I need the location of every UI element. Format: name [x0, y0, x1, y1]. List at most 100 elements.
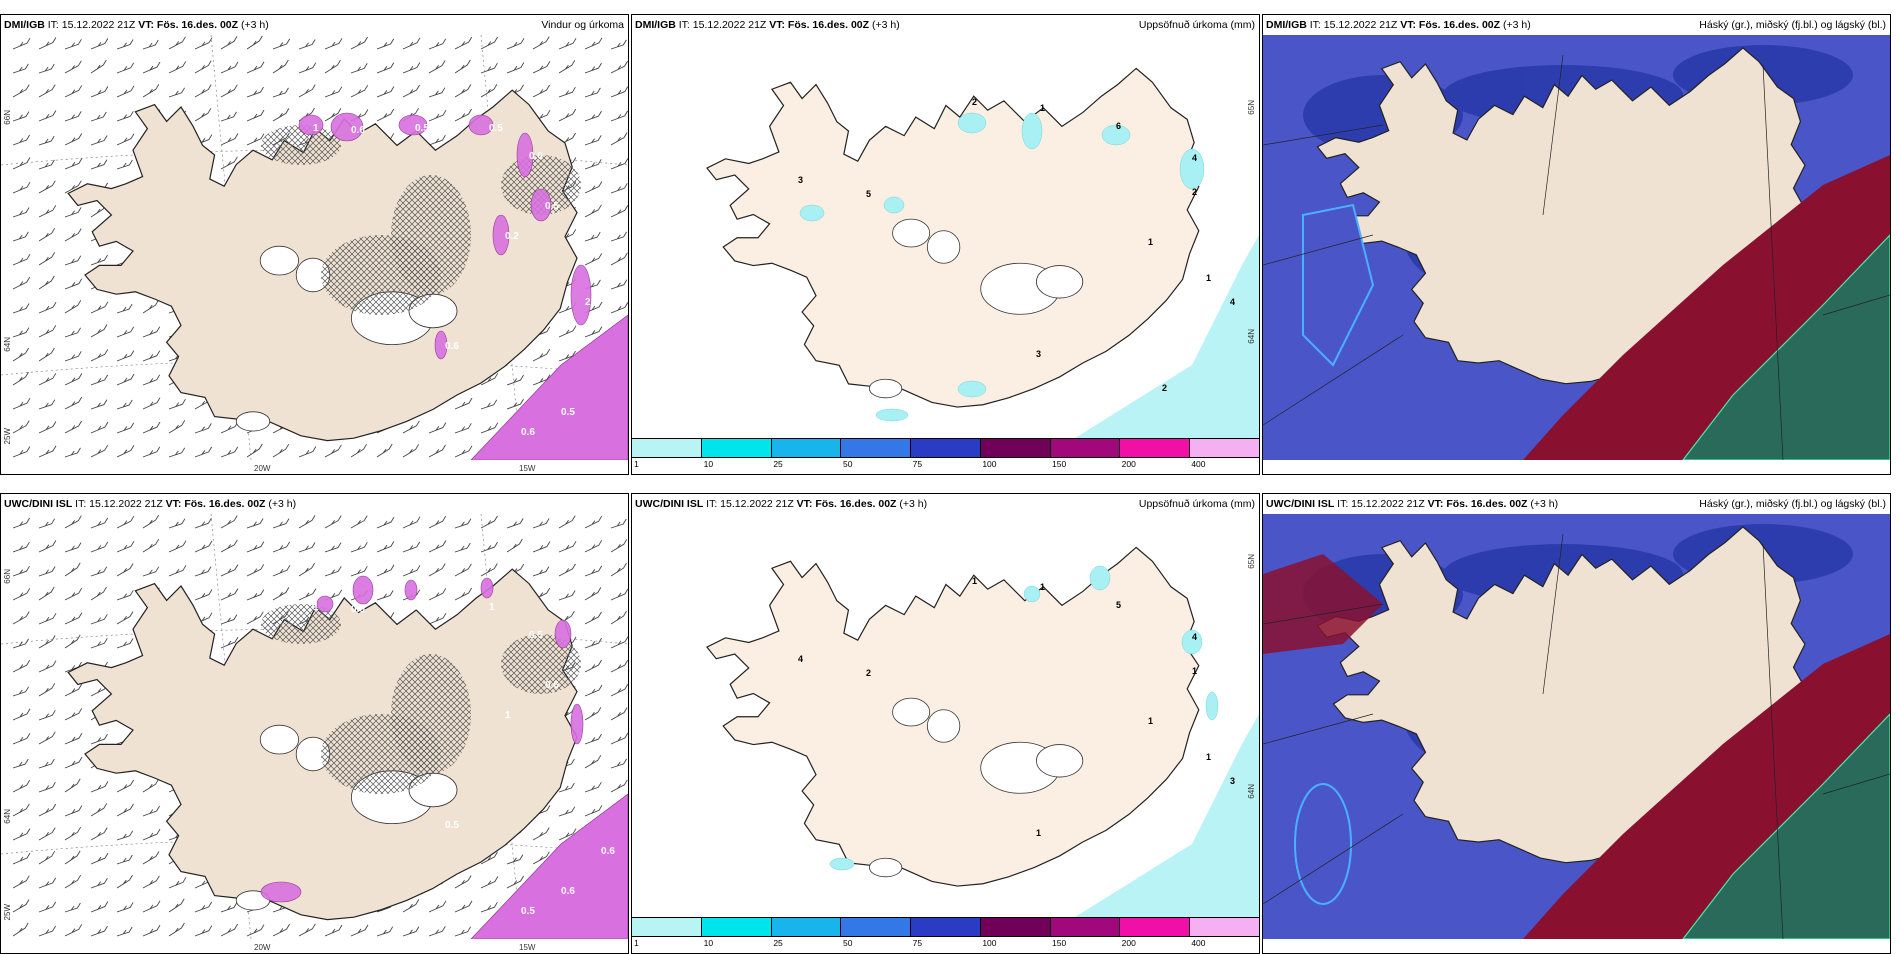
wind-barb	[116, 303, 133, 314]
wind-barb	[220, 446, 239, 458]
wind-barb	[610, 110, 628, 122]
wind-barb	[584, 539, 603, 553]
wind-barb	[12, 37, 31, 50]
precip-value-label: 1	[505, 710, 511, 721]
coordinate-lines	[1263, 54, 1890, 460]
wind-barb	[90, 421, 109, 434]
precip-value-label: 0.5	[415, 123, 429, 134]
wind-barb	[64, 228, 82, 242]
wind-barb	[558, 806, 576, 817]
legend-swatch	[1120, 439, 1191, 457]
wind-barb	[558, 515, 576, 529]
legend-color-bar	[632, 438, 1259, 458]
wind-barb	[376, 108, 395, 122]
wind-barb	[506, 374, 524, 386]
wind-barb	[64, 612, 83, 625]
wind-barb	[168, 877, 187, 889]
wind-barb	[376, 926, 394, 937]
legend-ticks: 1 10 25 50 75 100 150 200 400	[632, 459, 1259, 471]
precip-value-label: 1	[313, 602, 319, 613]
wind-precip-map: 1 0.6 0.5 0.5 0.6 0.5 0.2 0.6 2 0.6 0.5	[1, 35, 628, 460]
wind-barb	[64, 447, 81, 458]
grid-line	[1263, 813, 1404, 905]
wind-barb	[168, 420, 186, 434]
wind-barb	[116, 540, 135, 553]
wind-barb	[168, 922, 185, 937]
wind-barb	[246, 61, 265, 74]
init-time: IT: 15.12.2022 21Z	[706, 498, 794, 510]
wind-barb	[12, 446, 31, 458]
wind-barb	[454, 900, 473, 913]
lat-label: 64N	[1247, 784, 1256, 799]
precip-value-label: 1	[1148, 237, 1153, 247]
legend-tick-label: 1	[634, 459, 639, 469]
wind-barb	[116, 515, 135, 529]
lon-label: 15W	[519, 464, 536, 473]
wind-barb	[506, 538, 523, 553]
precip-value-label: 2	[1192, 187, 1197, 197]
wind-barb	[90, 59, 107, 74]
wind-barb	[220, 923, 238, 937]
wind-barb	[428, 109, 447, 122]
cloud-cover-map	[1263, 35, 1890, 460]
wind-barb	[584, 637, 602, 649]
precip-areas	[829, 565, 1219, 871]
wind-barb	[220, 61, 239, 74]
hatch-area	[501, 634, 581, 694]
cloud-area	[1294, 783, 1352, 905]
wind-barb	[38, 37, 57, 50]
wind-barb	[142, 326, 161, 338]
precip-area	[1181, 629, 1203, 655]
wind-barb	[428, 926, 446, 937]
precip-blob	[260, 881, 302, 903]
wind-barb	[298, 62, 317, 74]
wind-barb	[90, 827, 108, 841]
wind-barb	[532, 566, 550, 577]
precip-area	[1089, 565, 1111, 591]
wind-barb	[558, 108, 577, 122]
glacier	[235, 411, 271, 432]
panel-header: UWC/DINI ISL IT: 15.12.2022 21Z VT: Fös.…	[1263, 494, 1890, 514]
wind-barb	[610, 732, 628, 745]
wind-barb	[454, 36, 473, 50]
wind-barb	[12, 231, 29, 242]
wind-barb	[584, 37, 603, 50]
legend-swatch	[701, 918, 772, 936]
wind-barb	[350, 63, 368, 74]
wind-barb	[610, 60, 628, 74]
wind-barb	[38, 252, 56, 266]
precip-value-label: 1	[1040, 582, 1045, 592]
precip-value-label: 4	[798, 654, 803, 664]
wind-barb	[142, 61, 161, 74]
wind-barb	[246, 924, 265, 937]
panel-dmi-precip: DMI/IGB IT: 15.12.2022 21Z VT: Fös. 16.d…	[631, 14, 1260, 475]
legend-tick-label: 75	[912, 938, 923, 948]
wind-barb	[350, 566, 368, 577]
wind-barb	[506, 38, 525, 50]
wind-barb	[610, 779, 628, 793]
wind-barb	[90, 301, 109, 314]
legend-tick-label: 50	[843, 938, 853, 948]
glacier	[868, 378, 903, 399]
wind-barb	[38, 84, 56, 98]
wind-barb	[90, 349, 109, 362]
precip-area	[1021, 112, 1043, 150]
init-time: IT: 15.12.2022 21Z	[75, 498, 163, 510]
wind-barb	[584, 782, 602, 793]
wind-barb	[38, 758, 55, 769]
wind-barb	[116, 133, 135, 146]
wind-barb	[298, 515, 316, 529]
wind-barb	[194, 60, 212, 74]
wind-barb	[194, 566, 212, 577]
legend-tick-label: 150	[1052, 459, 1067, 469]
glacier	[1035, 744, 1084, 778]
wind-barb	[142, 566, 160, 577]
lon-label: 15W	[519, 943, 536, 952]
wind-barb	[64, 634, 81, 649]
precip-value-label: 1	[1040, 103, 1045, 113]
wind-barb	[64, 373, 83, 386]
wind-barb	[298, 446, 317, 458]
wind-barb	[64, 562, 81, 577]
wind-barb	[12, 84, 30, 98]
wind-barb	[12, 347, 29, 362]
